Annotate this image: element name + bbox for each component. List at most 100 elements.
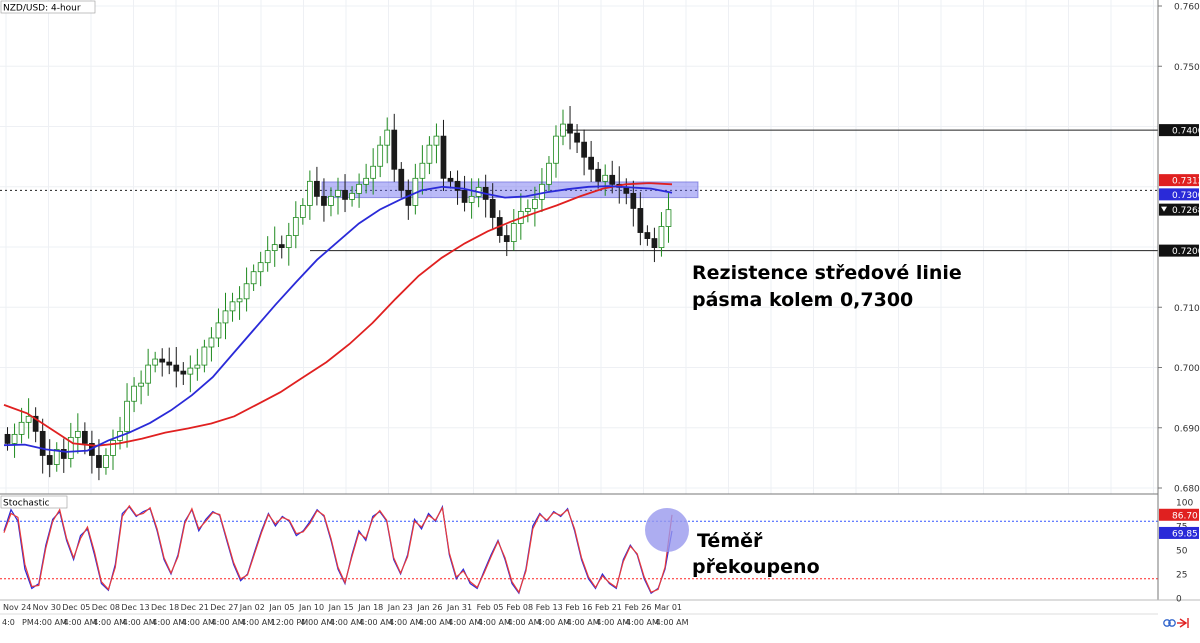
candle-body[interactable]: [307, 180, 313, 206]
candle-body[interactable]: [595, 168, 602, 182]
candle-body[interactable]: [257, 262, 264, 273]
candle-body[interactable]: [644, 232, 651, 239]
candle-body[interactable]: [342, 189, 348, 200]
candle-body[interactable]: [194, 364, 201, 369]
candle-body[interactable]: [574, 132, 580, 143]
candle-body[interactable]: [285, 235, 292, 249]
candle-body[interactable]: [532, 199, 538, 209]
candle-body[interactable]: [468, 195, 475, 203]
x-time-label: 4:00 AM: [389, 618, 422, 627]
candle-body[interactable]: [503, 235, 510, 242]
candle-body[interactable]: [299, 205, 306, 218]
candle-body[interactable]: [630, 192, 637, 209]
candle-body[interactable]: [124, 400, 130, 432]
x-time-label: 4:00 AM: [182, 618, 215, 627]
stochastic-panel[interactable]: [0, 504, 1158, 595]
x-time-label: 4:00 AM: [241, 618, 274, 627]
candle-body[interactable]: [349, 192, 355, 200]
candle-body[interactable]: [510, 223, 517, 242]
candle-body[interactable]: [609, 174, 616, 185]
candle-body[interactable]: [370, 165, 377, 179]
candle-body[interactable]: [602, 174, 609, 182]
candle-body[interactable]: [173, 364, 180, 372]
candle-body[interactable]: [405, 189, 412, 206]
candle-body[interactable]: [229, 301, 236, 312]
candle-body[interactable]: [215, 322, 222, 339]
candle-body[interactable]: [46, 455, 53, 465]
candle-body[interactable]: [243, 283, 250, 300]
x-time-label: 12:00 PM: [271, 618, 308, 627]
price-tag-box: [1159, 174, 1199, 187]
candle-body[interactable]: [152, 358, 159, 366]
candle-body[interactable]: [39, 430, 46, 456]
candle-body[interactable]: [363, 177, 369, 185]
candle-body[interactable]: [651, 238, 658, 249]
candle-body[interactable]: [166, 361, 173, 366]
candle-body[interactable]: [110, 440, 116, 456]
candle-body[interactable]: [665, 209, 672, 227]
candle-body[interactable]: [623, 186, 630, 194]
candle-body[interactable]: [398, 168, 405, 191]
candle-body[interactable]: [4, 433, 11, 444]
candle-body[interactable]: [103, 455, 109, 468]
candle-body[interactable]: [637, 208, 644, 233]
candle-body[interactable]: [447, 177, 454, 182]
candle-body[interactable]: [546, 162, 552, 185]
candle-body[interactable]: [18, 421, 25, 435]
candle-body[interactable]: [159, 358, 166, 363]
candle-body[interactable]: [74, 430, 81, 438]
candle-body[interactable]: [391, 129, 398, 170]
candle-body[interactable]: [454, 180, 461, 191]
candle-body[interactable]: [264, 250, 271, 264]
candle-body[interactable]: [384, 129, 391, 146]
candle-body[interactable]: [67, 436, 74, 459]
candle-body[interactable]: [53, 449, 60, 465]
candle-body[interactable]: [201, 346, 208, 366]
candle-body[interactable]: [314, 180, 320, 197]
arrow-right-icon[interactable]: [1177, 618, 1189, 628]
candle-body[interactable]: [433, 135, 440, 146]
y-tick-label: 0.7006: [1174, 364, 1200, 374]
candle-body[interactable]: [567, 123, 573, 134]
candle-body[interactable]: [539, 183, 545, 200]
candle-body[interactable]: [553, 135, 559, 164]
candle-body[interactable]: [236, 298, 243, 303]
candle-body[interactable]: [588, 156, 594, 170]
candle-body[interactable]: [426, 144, 433, 164]
candle-body[interactable]: [250, 271, 257, 285]
moving-averages: [3, 182, 673, 453]
candle-body[interactable]: [321, 195, 327, 206]
candle-body[interactable]: [335, 189, 341, 197]
x-time-label: 4:00 AM: [93, 618, 126, 627]
candle-body[interactable]: [82, 430, 88, 444]
link-icon[interactable]: [1163, 619, 1176, 627]
candle-body[interactable]: [489, 199, 496, 218]
candle-body[interactable]: [60, 449, 67, 459]
candle-body[interactable]: [32, 415, 39, 432]
candle-body[interactable]: [581, 141, 587, 158]
candle-body[interactable]: [11, 433, 18, 444]
candle-body[interactable]: [138, 382, 144, 387]
candle-body[interactable]: [292, 217, 299, 236]
candle-body[interactable]: [208, 337, 215, 348]
candle-body[interactable]: [271, 244, 278, 252]
candle-body[interactable]: [440, 135, 447, 179]
candle-body[interactable]: [461, 189, 468, 203]
candle-body[interactable]: [356, 183, 362, 194]
candle-body[interactable]: [222, 310, 229, 324]
candle-body[interactable]: [419, 162, 426, 179]
candle-body[interactable]: [377, 144, 384, 167]
candle-body[interactable]: [328, 195, 334, 206]
candle-body[interactable]: [180, 370, 187, 375]
candle-body[interactable]: [96, 455, 102, 468]
y-tick-label: 0.7106: [1174, 304, 1200, 314]
candle-body[interactable]: [145, 364, 152, 384]
candle-body[interactable]: [560, 123, 566, 137]
candle-body[interactable]: [278, 244, 285, 249]
candle-body[interactable]: [131, 385, 137, 402]
candle-body[interactable]: [187, 367, 194, 375]
candle-body[interactable]: [524, 208, 531, 212]
candle-body[interactable]: [25, 415, 32, 423]
candle-body[interactable]: [658, 226, 665, 249]
